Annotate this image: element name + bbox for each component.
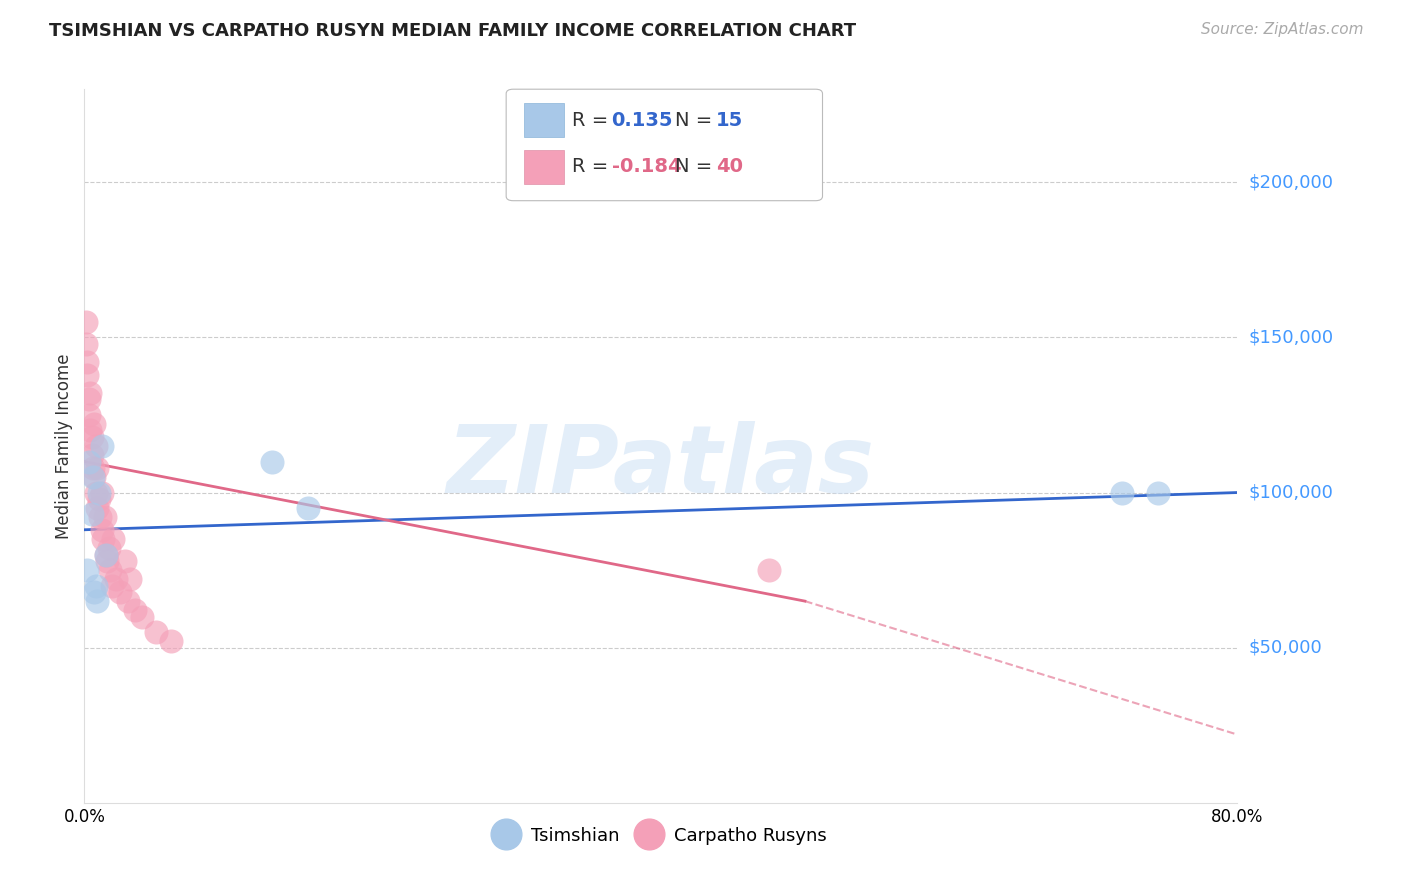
Point bbox=[86, 594, 108, 608]
Point bbox=[87, 491, 110, 506]
Text: R =: R = bbox=[572, 157, 614, 177]
Point bbox=[84, 579, 107, 593]
Point bbox=[75, 315, 97, 329]
Point bbox=[145, 625, 167, 640]
Point bbox=[86, 501, 108, 516]
Point bbox=[77, 392, 100, 407]
Point bbox=[90, 485, 112, 500]
Point bbox=[84, 485, 107, 500]
Point bbox=[1111, 485, 1133, 500]
Point bbox=[76, 355, 98, 369]
Point bbox=[131, 609, 153, 624]
Point bbox=[91, 532, 114, 546]
Text: $100,000: $100,000 bbox=[1249, 483, 1334, 501]
Point bbox=[77, 408, 100, 422]
Point bbox=[75, 336, 97, 351]
Point bbox=[98, 563, 121, 577]
Point bbox=[110, 584, 132, 599]
Text: 15: 15 bbox=[716, 111, 742, 130]
Text: -0.184: -0.184 bbox=[612, 157, 682, 177]
Point bbox=[79, 386, 101, 401]
Point bbox=[90, 439, 112, 453]
Point bbox=[93, 510, 115, 524]
Point bbox=[96, 554, 118, 568]
Point bbox=[80, 448, 103, 462]
Point bbox=[89, 510, 111, 524]
Point bbox=[260, 454, 283, 468]
Point bbox=[80, 508, 103, 522]
Point bbox=[103, 532, 124, 546]
Point bbox=[87, 485, 110, 500]
Text: Source: ZipAtlas.com: Source: ZipAtlas.com bbox=[1201, 22, 1364, 37]
Text: $200,000: $200,000 bbox=[1249, 173, 1334, 191]
Point bbox=[758, 563, 780, 577]
Point bbox=[76, 563, 98, 577]
Point bbox=[117, 594, 139, 608]
Text: TSIMSHIAN VS CARPATHO RUSYN MEDIAN FAMILY INCOME CORRELATION CHART: TSIMSHIAN VS CARPATHO RUSYN MEDIAN FAMIL… bbox=[49, 22, 856, 40]
Text: 40: 40 bbox=[716, 157, 742, 177]
Y-axis label: Median Family Income: Median Family Income bbox=[55, 353, 73, 539]
Text: R =: R = bbox=[572, 111, 614, 130]
Point bbox=[1147, 485, 1170, 500]
Point bbox=[97, 541, 120, 556]
Point bbox=[160, 634, 183, 648]
Text: 0.135: 0.135 bbox=[612, 111, 673, 130]
Point bbox=[105, 573, 128, 587]
Point bbox=[297, 501, 319, 516]
Point bbox=[86, 460, 108, 475]
Point bbox=[84, 439, 107, 453]
Point bbox=[79, 424, 101, 438]
Legend: Tsimshian, Carpatho Rusyns: Tsimshian, Carpatho Rusyns bbox=[486, 817, 835, 855]
Text: $150,000: $150,000 bbox=[1249, 328, 1334, 346]
Point bbox=[94, 548, 117, 562]
Text: N =: N = bbox=[675, 157, 718, 177]
Point bbox=[94, 548, 117, 562]
Point bbox=[124, 603, 146, 617]
Point bbox=[76, 368, 98, 382]
Point bbox=[77, 454, 100, 468]
Point bbox=[82, 460, 104, 475]
Point bbox=[82, 470, 104, 484]
Point bbox=[83, 417, 105, 432]
Point bbox=[83, 584, 105, 599]
Point bbox=[100, 579, 122, 593]
Point bbox=[120, 573, 142, 587]
Point bbox=[114, 554, 136, 568]
Point bbox=[80, 430, 103, 444]
Text: $50,000: $50,000 bbox=[1249, 639, 1323, 657]
Point bbox=[83, 470, 105, 484]
Point bbox=[90, 523, 112, 537]
Text: ZIPatlas: ZIPatlas bbox=[447, 421, 875, 514]
Text: N =: N = bbox=[675, 111, 718, 130]
